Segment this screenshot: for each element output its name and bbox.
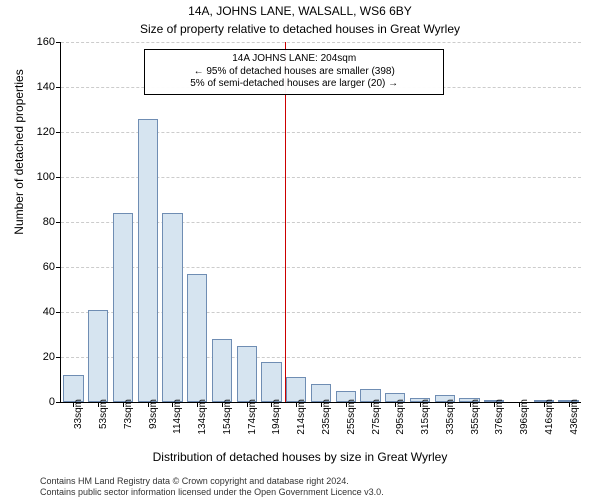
- annotation-line: 5% of semi-detached houses are larger (2…: [151, 78, 437, 91]
- annotation-line: 14A JOHNS LANE: 204sqm: [151, 53, 437, 66]
- x-tick-label: 376sqm: [494, 399, 505, 435]
- y-tick-label: 120: [23, 126, 55, 138]
- x-tick-label: 235sqm: [321, 399, 332, 435]
- x-tick-label: 93sqm: [148, 399, 159, 429]
- histogram-bar: [162, 213, 182, 402]
- x-tick-label: 335sqm: [445, 399, 456, 435]
- y-tick-label: 40: [23, 306, 55, 318]
- footnote-line-1: Contains HM Land Registry data © Crown c…: [40, 476, 349, 486]
- chart-plot-area: 02040608010012014016033sqm53sqm73sqm93sq…: [60, 42, 581, 403]
- x-tick-label: 134sqm: [197, 399, 208, 435]
- y-tick: [56, 357, 61, 358]
- histogram-bar: [261, 362, 281, 403]
- y-tick: [56, 177, 61, 178]
- footnote-line-2: Contains public sector information licen…: [40, 487, 384, 497]
- y-tick: [56, 222, 61, 223]
- x-tick-label: 315sqm: [420, 399, 431, 435]
- y-tick-label: 100: [23, 171, 55, 183]
- reference-line: [285, 42, 286, 402]
- annotation-box: 14A JOHNS LANE: 204sqm← 95% of detached …: [144, 49, 444, 95]
- y-axis-label: Number of detached properties: [12, 0, 26, 402]
- x-tick-label: 396sqm: [519, 399, 530, 435]
- histogram-bar: [113, 213, 133, 402]
- x-tick-label: 214sqm: [296, 399, 307, 435]
- y-tick: [56, 312, 61, 313]
- y-tick-label: 140: [23, 81, 55, 93]
- x-tick-label: 114sqm: [172, 399, 183, 434]
- y-tick: [56, 267, 61, 268]
- x-tick-label: 255sqm: [346, 399, 357, 435]
- y-tick-label: 80: [23, 216, 55, 228]
- page-title: 14A, JOHNS LANE, WALSALL, WS6 6BY: [0, 4, 600, 18]
- x-tick-label: 194sqm: [271, 399, 282, 435]
- histogram-bar: [88, 310, 108, 402]
- x-tick-label: 275sqm: [371, 399, 382, 435]
- grid-line: [61, 42, 581, 43]
- histogram-bar: [212, 339, 232, 402]
- histogram-bar: [187, 274, 207, 402]
- y-tick-label: 60: [23, 261, 55, 273]
- x-tick-label: 73sqm: [123, 399, 134, 429]
- x-tick-label: 295sqm: [395, 399, 406, 435]
- y-tick: [56, 42, 61, 43]
- x-tick-label: 436sqm: [569, 399, 580, 435]
- x-tick-label: 174sqm: [247, 399, 258, 435]
- y-tick-label: 160: [23, 36, 55, 48]
- histogram-bar: [63, 375, 83, 402]
- x-tick-label: 154sqm: [222, 399, 233, 435]
- x-tick-label: 416sqm: [544, 399, 555, 435]
- y-tick: [56, 87, 61, 88]
- y-tick-label: 0: [23, 396, 55, 408]
- annotation-line: ← 95% of detached houses are smaller (39…: [151, 66, 437, 79]
- y-tick: [56, 132, 61, 133]
- chart-subtitle: Size of property relative to detached ho…: [0, 22, 600, 36]
- histogram-bar: [138, 119, 158, 403]
- x-axis-label: Distribution of detached houses by size …: [0, 450, 600, 464]
- footnote: Contains HM Land Registry data © Crown c…: [40, 476, 590, 498]
- x-tick-label: 53sqm: [98, 399, 109, 429]
- y-tick: [56, 402, 61, 403]
- histogram-bar: [237, 346, 257, 402]
- x-tick-label: 33sqm: [73, 399, 84, 429]
- y-tick-label: 20: [23, 351, 55, 363]
- x-tick-label: 355sqm: [470, 399, 481, 435]
